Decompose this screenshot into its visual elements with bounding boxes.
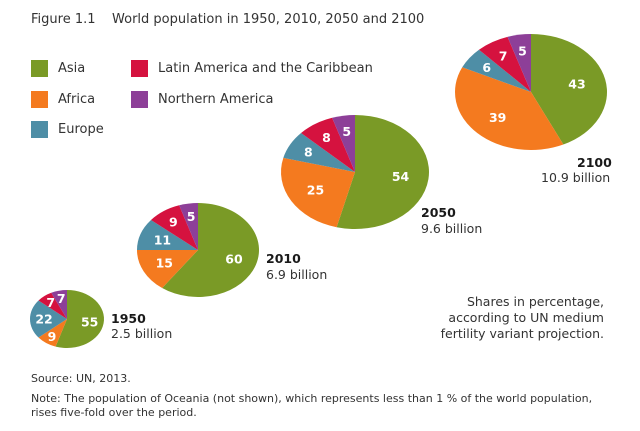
pie-label-2010-europe: 11: [154, 233, 171, 248]
pie-label-2100-latin-america: 7: [499, 49, 508, 64]
pie-1950: 55 9 22 7 7: [30, 290, 105, 349]
year-label-1950: 1950: [111, 311, 146, 326]
pie-slice-2010-europe: [137, 220, 198, 250]
total-label-2010: 6.9 billion: [266, 267, 328, 282]
pie-slice-2050-europe: [283, 132, 355, 172]
legend-item-africa: Africa: [31, 91, 95, 108]
pie-label-2050-asia: 54: [392, 169, 410, 184]
legend-label-northern-america: Northern America: [158, 92, 274, 107]
pie-2010: 60 15 11 9 5: [137, 203, 259, 298]
legend-label-latin-america: Latin America and the Caribbean: [158, 61, 373, 76]
pie-slice-2100-europe: [462, 49, 531, 92]
pie-slice-2010-asia: [162, 203, 259, 298]
pie-label-2050-northern-america: 5: [342, 124, 351, 139]
pie-label-2100-africa: 39: [489, 110, 506, 125]
source-note: Source: UN, 2013.: [31, 372, 131, 385]
pie-label-2050-latin-america: 8: [322, 130, 331, 145]
year-label-2100: 2100: [577, 155, 612, 170]
legend-swatch-africa: [31, 91, 48, 108]
legend-swatch-northern-america: [131, 91, 148, 108]
pie-label-1950-northern-america: 7: [57, 291, 66, 306]
pie-slice-1950-asia: [55, 290, 105, 349]
pie-label-2050-africa: 25: [307, 182, 324, 197]
pie-slice-2100-northern-america: [507, 34, 531, 92]
annotation-line: according to UN medium: [448, 310, 604, 325]
pie-label-1950-asia: 55: [81, 314, 98, 329]
pie-label-2100-europe: 6: [482, 60, 491, 75]
legend-item-asia: Asia: [31, 60, 85, 77]
pie-slice-2010-africa: [137, 250, 198, 289]
pie-label-2010-latin-america: 9: [169, 215, 178, 230]
annotation-line: Shares in percentage,: [466, 294, 604, 309]
total-label-2050: 9.6 billion: [421, 221, 483, 236]
pie-slice-1950-africa: [38, 319, 67, 347]
pie-slice-1950-europe: [30, 300, 67, 338]
legend-label-africa: Africa: [58, 92, 96, 107]
pie-label-1950-latin-america: 7: [46, 295, 55, 310]
pie-label-2050-europe: 8: [304, 145, 313, 160]
pie-slice-2050-latin-america: [301, 117, 355, 172]
pie-slice-1950-latin-america: [38, 292, 67, 319]
year-label-2050: 2050: [421, 205, 456, 220]
legend-label-asia: Asia: [58, 61, 86, 76]
legend-swatch-latin-america: [131, 60, 148, 77]
pie-label-2010-asia: 60: [225, 252, 243, 267]
legend-swatch-asia: [31, 60, 48, 77]
pie-slice-2050-northern-america: [332, 115, 355, 172]
legend-label-europe: Europe: [58, 122, 104, 137]
chart-title: Figure 1.1 World population in 1950, 201…: [31, 12, 425, 27]
pie-label-2010-africa: 15: [156, 256, 173, 271]
pie-2100: 43 39 67 5: [454, 34, 607, 151]
pie-slice-1950-northern-america: [51, 290, 67, 319]
pie-slice-2100-latin-america: [478, 36, 531, 92]
legend-item-latin-america: Latin America and the Caribbean: [131, 60, 373, 77]
pie-label-2010-northern-america: 5: [187, 209, 196, 224]
annotation: Shares in percentage, according to UN me…: [344, 294, 604, 342]
legend-item-northern-america: Northern America: [131, 91, 273, 108]
legend-swatch-europe: [31, 121, 48, 138]
pie-label-1950-europe: 22: [35, 312, 52, 327]
pie-slice-2050-asia: [336, 115, 429, 229]
total-label-2100: 10.9 billion: [541, 170, 611, 185]
pie-label-2100-northern-america: 5: [518, 43, 527, 58]
pie-label-1950-africa: 9: [48, 329, 57, 344]
total-label-1950: 2.5 billion: [111, 326, 173, 341]
annotation-line: fertility variant projection.: [440, 326, 604, 341]
footnote: Note: The population of Oceania (not sho…: [31, 392, 593, 419]
year-label-2010: 2010: [266, 251, 301, 266]
pie-slice-2010-northern-america: [179, 203, 198, 250]
pie-slice-2100-africa: [454, 67, 564, 151]
pie-slice-2100-asia: [531, 34, 607, 145]
pie-slice-2010-latin-america: [150, 205, 198, 250]
pie-slice-2050-africa: [281, 157, 355, 228]
legend-item-europe: Europe: [31, 121, 104, 138]
pie-label-2100-asia: 43: [568, 77, 585, 92]
